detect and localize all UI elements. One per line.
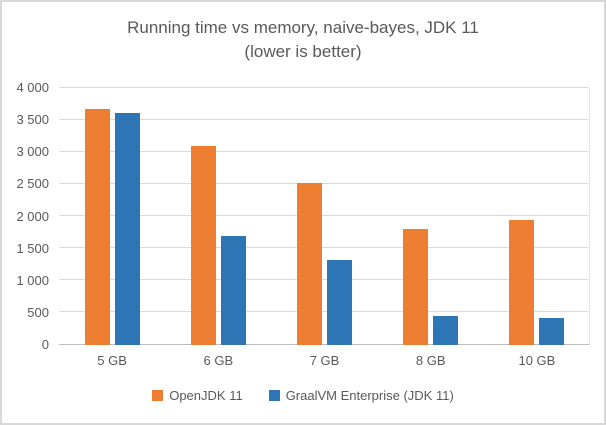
bar-graalvm-enterprise-jdk-11-5-gb	[114, 113, 140, 345]
gridline-2000	[59, 215, 589, 216]
categories: 5 GB 6 GB 7 GB 8 GB 10 GB	[59, 88, 590, 368]
category-slot-10-gb: 10 GB	[484, 88, 590, 368]
gridline-3500	[59, 119, 589, 120]
gridline-1500	[59, 247, 589, 248]
x-axis-label-10-gb: 10 GB	[518, 353, 556, 368]
gridline-500	[59, 311, 589, 312]
y-tick-label-3500: 3 500	[16, 112, 49, 128]
bar-graalvm-enterprise-jdk-11-8-gb	[433, 316, 459, 345]
chart-title: Running time vs memory, naive-bayes, JDK…	[2, 16, 604, 64]
x-axis-label-5-gb: 5 GB	[97, 353, 127, 368]
gridline-2500	[59, 183, 589, 184]
bar-openjdk-11-8-gb	[403, 229, 429, 345]
y-tick-label-500: 500	[27, 304, 49, 320]
y-tick-label-0: 0	[41, 337, 49, 352]
y-tick-label-4000: 4 000	[16, 80, 49, 95]
x-axis-label-8-gb: 8 GB	[415, 353, 446, 368]
legend: OpenJDK 11 GraalVM Enterprise (JDK 11)	[2, 388, 604, 403]
y-tick-label-2500: 2 500	[16, 176, 49, 192]
legend-swatch-graalvm-enterprise-jdk-11	[268, 390, 280, 401]
y-tick-label-1500: 1 500	[16, 240, 49, 256]
y-axis: 4 000 3 500 3 000 2 500 2 000 1 500 1 000 500 0	[2, 80, 49, 352]
chart-title-line-2: (lower is better)	[244, 42, 362, 61]
plot-area	[59, 87, 590, 345]
x-axis-label-7-gb: 7 GB	[309, 353, 340, 368]
legend-item-openjdk-11: OpenJDK 11	[152, 388, 243, 403]
y-tick-label-1000: 1 000	[16, 272, 49, 288]
bar-openjdk-11-10-gb	[509, 220, 535, 345]
legend-label-openjdk-11: OpenJDK 11	[169, 388, 243, 403]
legend-label-graalvm-enterprise-jdk-11: GraalVM Enterprise (JDK 11)	[285, 388, 454, 403]
bar-graalvm-enterprise-jdk-11-7-gb	[327, 260, 352, 345]
category-slot-6-gb: 6 GB	[165, 88, 271, 368]
y-tick-label-2000: 2 000	[16, 208, 49, 224]
category-slot-7-gb: 7 GB	[271, 88, 377, 368]
y-tick-label-3000: 3 000	[16, 144, 49, 160]
bar-openjdk-11-5-gb	[84, 108, 110, 345]
gridline-1000	[59, 279, 589, 280]
category-slot-8-gb: 8 GB	[378, 88, 484, 368]
x-axis-label-6-gb: 6 GB	[203, 353, 234, 368]
legend-item-graalvm-enterprise-jdk-11: GraalVM Enterprise (JDK 11)	[268, 388, 454, 403]
legend-swatch-openjdk-11	[152, 390, 164, 401]
category-slot-5-gb: 5 GB	[59, 88, 165, 368]
bar-openjdk-11-6-gb	[190, 145, 216, 345]
gridline-3000	[59, 151, 589, 152]
bar-graalvm-enterprise-jdk-11-6-gb	[220, 235, 246, 345]
gridline-4000	[59, 87, 589, 88]
bar-openjdk-11-7-gb	[297, 183, 322, 345]
bar-graalvm-enterprise-jdk-11-10-gb	[539, 318, 565, 345]
chart-title-line-1: Running time vs memory, naive-bayes, JDK…	[127, 18, 479, 37]
